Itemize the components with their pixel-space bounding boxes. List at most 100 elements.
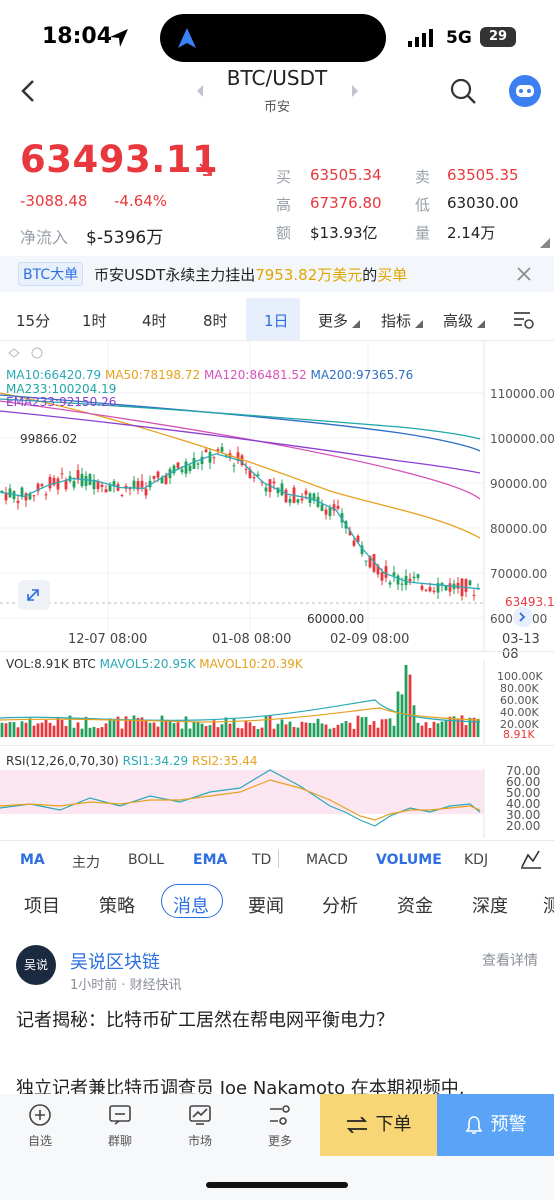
tab-analysis[interactable]: 分析 xyxy=(322,896,358,917)
volume-bar xyxy=(360,717,364,737)
search-icon[interactable] xyxy=(449,77,477,105)
vol-tick: 40.00K xyxy=(500,706,539,719)
ema233-legend: EMA233:92150.26 xyxy=(6,395,117,409)
next-pair-icon[interactable] xyxy=(350,84,360,98)
price-tick: 80000.00 xyxy=(490,522,548,536)
navigation-icon xyxy=(178,28,196,48)
volume-bar xyxy=(352,728,356,737)
volume-bar xyxy=(272,728,276,737)
volume-bar xyxy=(112,718,116,737)
chat-icon[interactable] xyxy=(108,1104,132,1126)
indicator-td[interactable]: TD xyxy=(252,852,272,868)
tab-indicators[interactable]: 指标 xyxy=(381,312,412,330)
robot-assistant-icon[interactable] xyxy=(508,74,542,108)
market-icon[interactable] xyxy=(188,1104,212,1126)
rsi-chart[interactable] xyxy=(0,768,554,838)
indicator-kdj[interactable]: KDJ xyxy=(464,852,489,868)
indicator-volume[interactable]: VOLUME xyxy=(376,852,442,868)
nav-market[interactable]: 市场 xyxy=(187,1134,212,1148)
volume-bar xyxy=(356,715,360,737)
volume-bar xyxy=(156,726,160,737)
tab-1h[interactable]: 1时 xyxy=(82,312,107,330)
tab-more[interactable]: 更多 xyxy=(318,312,349,330)
tab-headlines[interactable]: 要闻 xyxy=(248,896,284,917)
volume-bar xyxy=(320,723,324,737)
drawing-tool-icon[interactable] xyxy=(520,849,542,869)
indicator-ema[interactable]: EMA xyxy=(193,852,228,868)
volume-bar xyxy=(408,674,412,737)
volume-bar xyxy=(384,719,388,737)
plus-circle-icon[interactable] xyxy=(28,1103,52,1127)
prev-pair-icon[interactable] xyxy=(195,84,205,98)
author-name[interactable]: 吴说区块链 xyxy=(70,952,160,973)
bid-price: 63505.34 xyxy=(310,166,382,184)
author-avatar[interactable]: 吴说 xyxy=(16,945,56,985)
view-detail-link[interactable]: 查看详情 xyxy=(482,953,538,969)
tab-news[interactable]: 消息 xyxy=(173,896,209,917)
rsi1-label: RSI1:34.29 xyxy=(122,754,189,768)
close-icon[interactable] xyxy=(516,266,532,282)
volume-bar xyxy=(124,716,128,737)
price-tick: 90000.00 xyxy=(490,477,548,491)
tab-1d[interactable]: 1日 xyxy=(264,312,289,330)
indicator-boll[interactable]: BOLL xyxy=(128,852,164,868)
tab-funds[interactable]: 资金 xyxy=(397,896,433,917)
volume-bar xyxy=(108,718,112,737)
candle xyxy=(440,582,444,586)
candle xyxy=(360,545,364,555)
volume-chart[interactable] xyxy=(0,660,554,745)
volume-bar xyxy=(196,722,200,737)
volume-bar xyxy=(420,725,424,737)
candle xyxy=(232,465,236,467)
exchange-name: 币安 xyxy=(263,100,290,115)
scroll-latest-icon[interactable] xyxy=(512,606,534,628)
high-marker: 99866.02 xyxy=(20,432,78,446)
volume-bar xyxy=(288,721,292,737)
order-button[interactable]: 下单 xyxy=(320,1094,437,1156)
tab-strategy[interactable]: 策略 xyxy=(99,896,135,917)
nav-more[interactable]: 更多 xyxy=(267,1134,292,1148)
indicator-ma[interactable]: MA xyxy=(20,852,45,868)
alert-button[interactable]: 预警 xyxy=(437,1094,554,1156)
nav-group-chat[interactable]: 群聊 xyxy=(107,1134,132,1148)
candlestick-chart[interactable] xyxy=(0,341,554,651)
tab-15m[interactable]: 15分 xyxy=(16,312,51,330)
candle xyxy=(208,452,212,463)
candle xyxy=(148,480,152,488)
volume-bar xyxy=(228,723,232,737)
chart-settings-icon[interactable] xyxy=(512,310,536,330)
volume-bar xyxy=(180,728,184,737)
more-icon[interactable] xyxy=(268,1104,292,1126)
tab-projects[interactable]: 项目 xyxy=(24,896,60,917)
ma50-legend: MA50:78198.72 xyxy=(104,368,201,382)
candle xyxy=(220,447,224,452)
volume-bar xyxy=(308,722,312,737)
tab-overflow[interactable]: 测 xyxy=(543,896,554,917)
indicator-main-force[interactable]: 主力 xyxy=(72,855,100,871)
tab-advanced[interactable]: 高级 xyxy=(443,312,474,330)
candle xyxy=(44,494,48,496)
volume-bar xyxy=(168,720,172,737)
pair-title[interactable]: BTC/USDT xyxy=(226,66,328,90)
candle xyxy=(20,487,24,497)
volume-bar xyxy=(40,722,44,737)
tab-4h[interactable]: 4时 xyxy=(142,312,167,330)
stat-label: 低 xyxy=(415,196,431,214)
tab-8h[interactable]: 8时 xyxy=(203,312,228,330)
location-arrow-icon xyxy=(110,29,128,47)
volume-bar xyxy=(344,720,348,737)
candle xyxy=(108,484,112,492)
indicator-macd[interactable]: MACD xyxy=(306,852,348,868)
fullscreen-button[interactable] xyxy=(18,580,50,610)
expand-corner-icon[interactable] xyxy=(540,238,550,248)
tab-depth[interactable]: 深度 xyxy=(472,896,508,917)
volume-bar xyxy=(88,727,92,737)
vol-tick: 80.00K xyxy=(500,682,539,695)
candle xyxy=(472,594,476,596)
back-icon[interactable] xyxy=(18,78,38,104)
chart-visibility-icons[interactable] xyxy=(8,346,48,360)
nav-watchlist[interactable]: 自选 xyxy=(27,1134,52,1148)
volume-bar xyxy=(312,723,316,737)
big-order-banner[interactable]: BTC大单 币安USDT永续主力挂出7953.82万美元的买单 xyxy=(0,256,554,292)
news-title[interactable]: 记者揭秘：比特币矿工居然在帮电网平衡电力？ xyxy=(16,1010,394,1031)
